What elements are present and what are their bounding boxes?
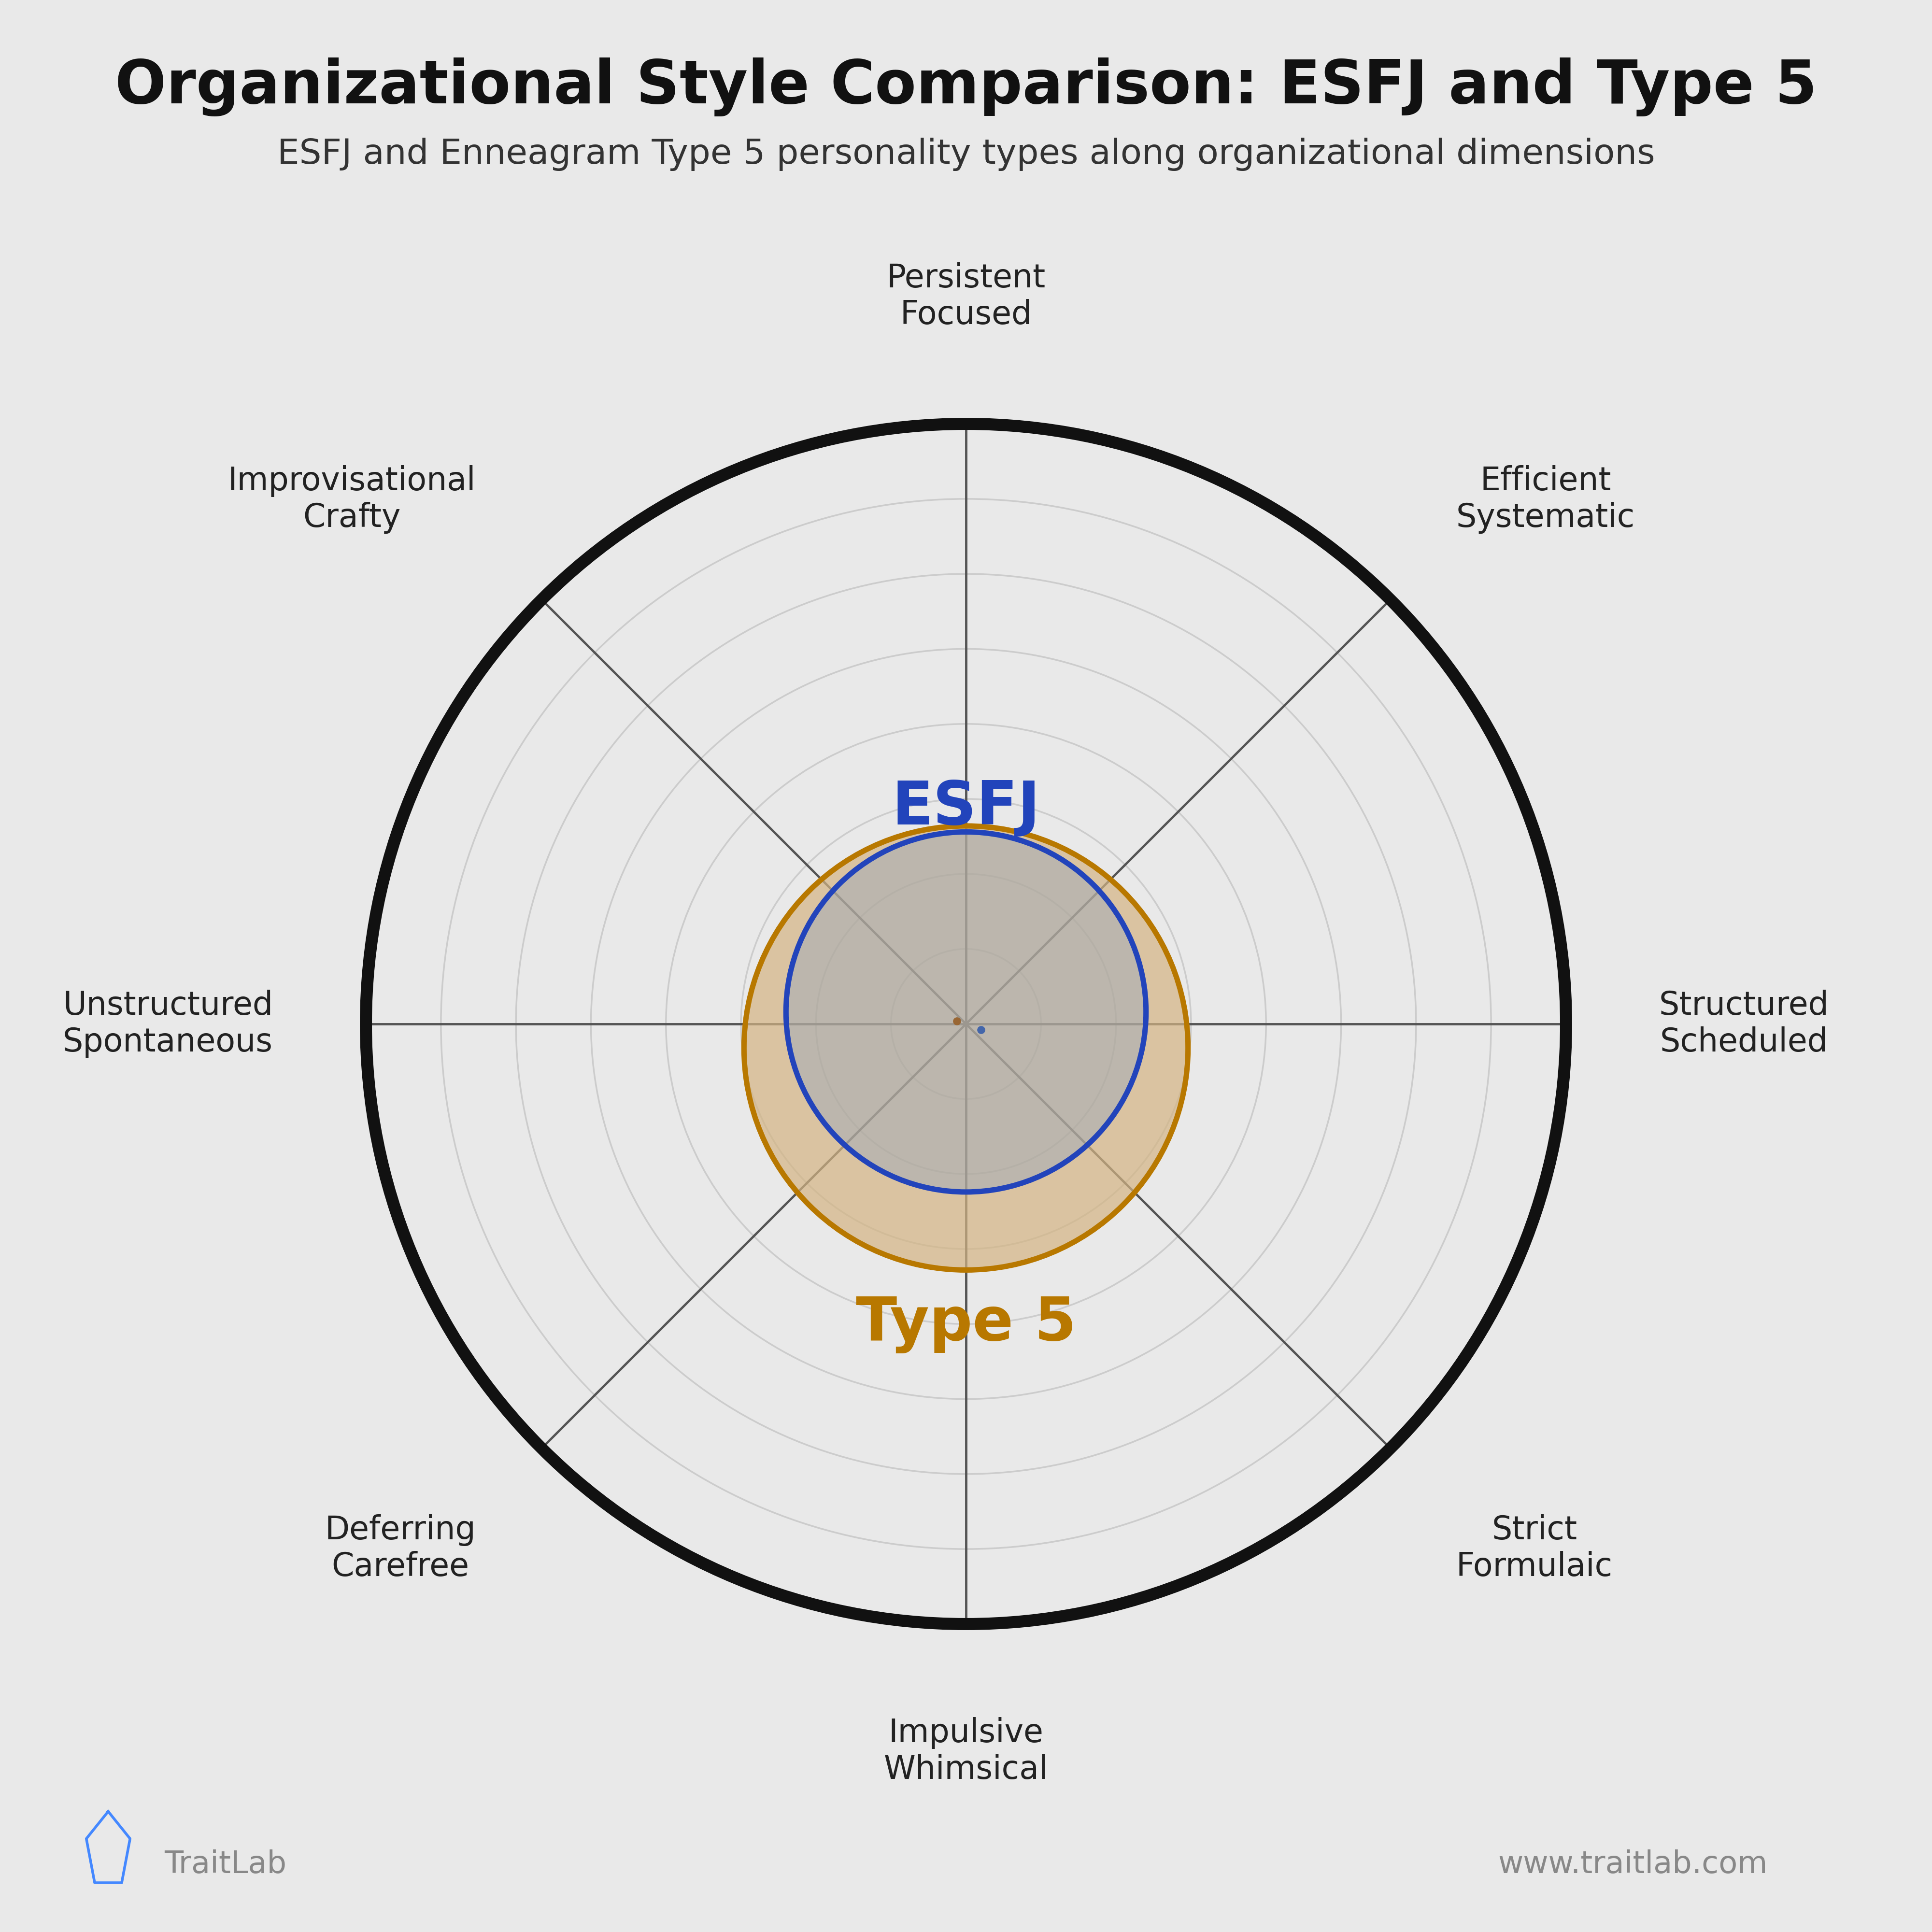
Text: Unstructured
Spontaneous: Unstructured Spontaneous [62,989,272,1059]
Text: Persistent
Focused: Persistent Focused [887,263,1045,330]
Point [966,1014,997,1045]
Text: Type 5: Type 5 [856,1294,1076,1352]
Text: Strict
Formulaic: Strict Formulaic [1457,1515,1613,1582]
Text: Structured
Scheduled: Structured Scheduled [1660,989,1830,1059]
Text: ESFJ and Enneagram Type 5 personality types along organizational dimensions: ESFJ and Enneagram Type 5 personality ty… [276,137,1656,172]
Text: Organizational Style Comparison: ESFJ and Type 5: Organizational Style Comparison: ESFJ an… [114,58,1818,116]
Circle shape [786,833,1146,1192]
Text: Efficient
Systematic: Efficient Systematic [1457,466,1634,533]
Text: Impulsive
Whimsical: Impulsive Whimsical [883,1718,1049,1785]
Text: ESFJ: ESFJ [893,779,1039,837]
Point [941,1005,972,1036]
Text: Deferring
Carefree: Deferring Carefree [325,1515,475,1582]
Text: www.traitlab.com: www.traitlab.com [1497,1849,1768,1880]
Text: Improvisational
Crafty: Improvisational Crafty [228,466,475,533]
Text: TraitLab: TraitLab [164,1849,286,1880]
Circle shape [744,827,1188,1269]
